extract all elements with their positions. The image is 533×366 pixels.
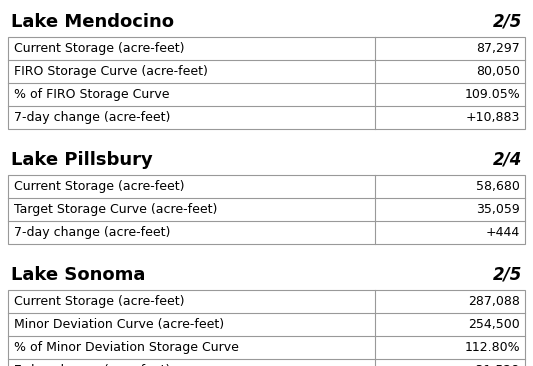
Text: FIRO Storage Curve (acre-feet): FIRO Storage Curve (acre-feet) <box>14 65 208 78</box>
Text: 87,297: 87,297 <box>477 42 520 55</box>
Text: 7-day change (acre-feet): 7-day change (acre-feet) <box>14 364 171 366</box>
Text: 2/5: 2/5 <box>492 13 522 31</box>
Text: 58,680: 58,680 <box>476 180 520 193</box>
Text: Lake Sonoma: Lake Sonoma <box>11 266 146 284</box>
Text: % of FIRO Storage Curve: % of FIRO Storage Curve <box>14 88 169 101</box>
Text: % of Minor Deviation Storage Curve: % of Minor Deviation Storage Curve <box>14 341 239 354</box>
Text: +10,883: +10,883 <box>466 111 520 124</box>
Text: +444: +444 <box>486 226 520 239</box>
Text: Current Storage (acre-feet): Current Storage (acre-feet) <box>14 42 184 55</box>
Text: Lake Pillsbury: Lake Pillsbury <box>11 151 153 169</box>
Text: Minor Deviation Curve (acre-feet): Minor Deviation Curve (acre-feet) <box>14 318 224 331</box>
Text: 7-day change (acre-feet): 7-day change (acre-feet) <box>14 226 171 239</box>
Bar <box>8 175 525 244</box>
Text: Lake Mendocino: Lake Mendocino <box>11 13 174 31</box>
Text: +31,528: +31,528 <box>466 364 520 366</box>
Text: 2/4: 2/4 <box>492 151 522 169</box>
Text: 35,059: 35,059 <box>477 203 520 216</box>
Text: Target Storage Curve (acre-feet): Target Storage Curve (acre-feet) <box>14 203 217 216</box>
Text: 7-day change (acre-feet): 7-day change (acre-feet) <box>14 111 171 124</box>
Text: 80,050: 80,050 <box>476 65 520 78</box>
Bar <box>8 290 525 366</box>
Text: 287,088: 287,088 <box>468 295 520 308</box>
Text: 2/5: 2/5 <box>492 266 522 284</box>
Text: 112.80%: 112.80% <box>464 341 520 354</box>
Text: Current Storage (acre-feet): Current Storage (acre-feet) <box>14 295 184 308</box>
Text: Current Storage (acre-feet): Current Storage (acre-feet) <box>14 180 184 193</box>
Text: 109.05%: 109.05% <box>464 88 520 101</box>
Bar <box>8 37 525 129</box>
Text: 254,500: 254,500 <box>469 318 520 331</box>
